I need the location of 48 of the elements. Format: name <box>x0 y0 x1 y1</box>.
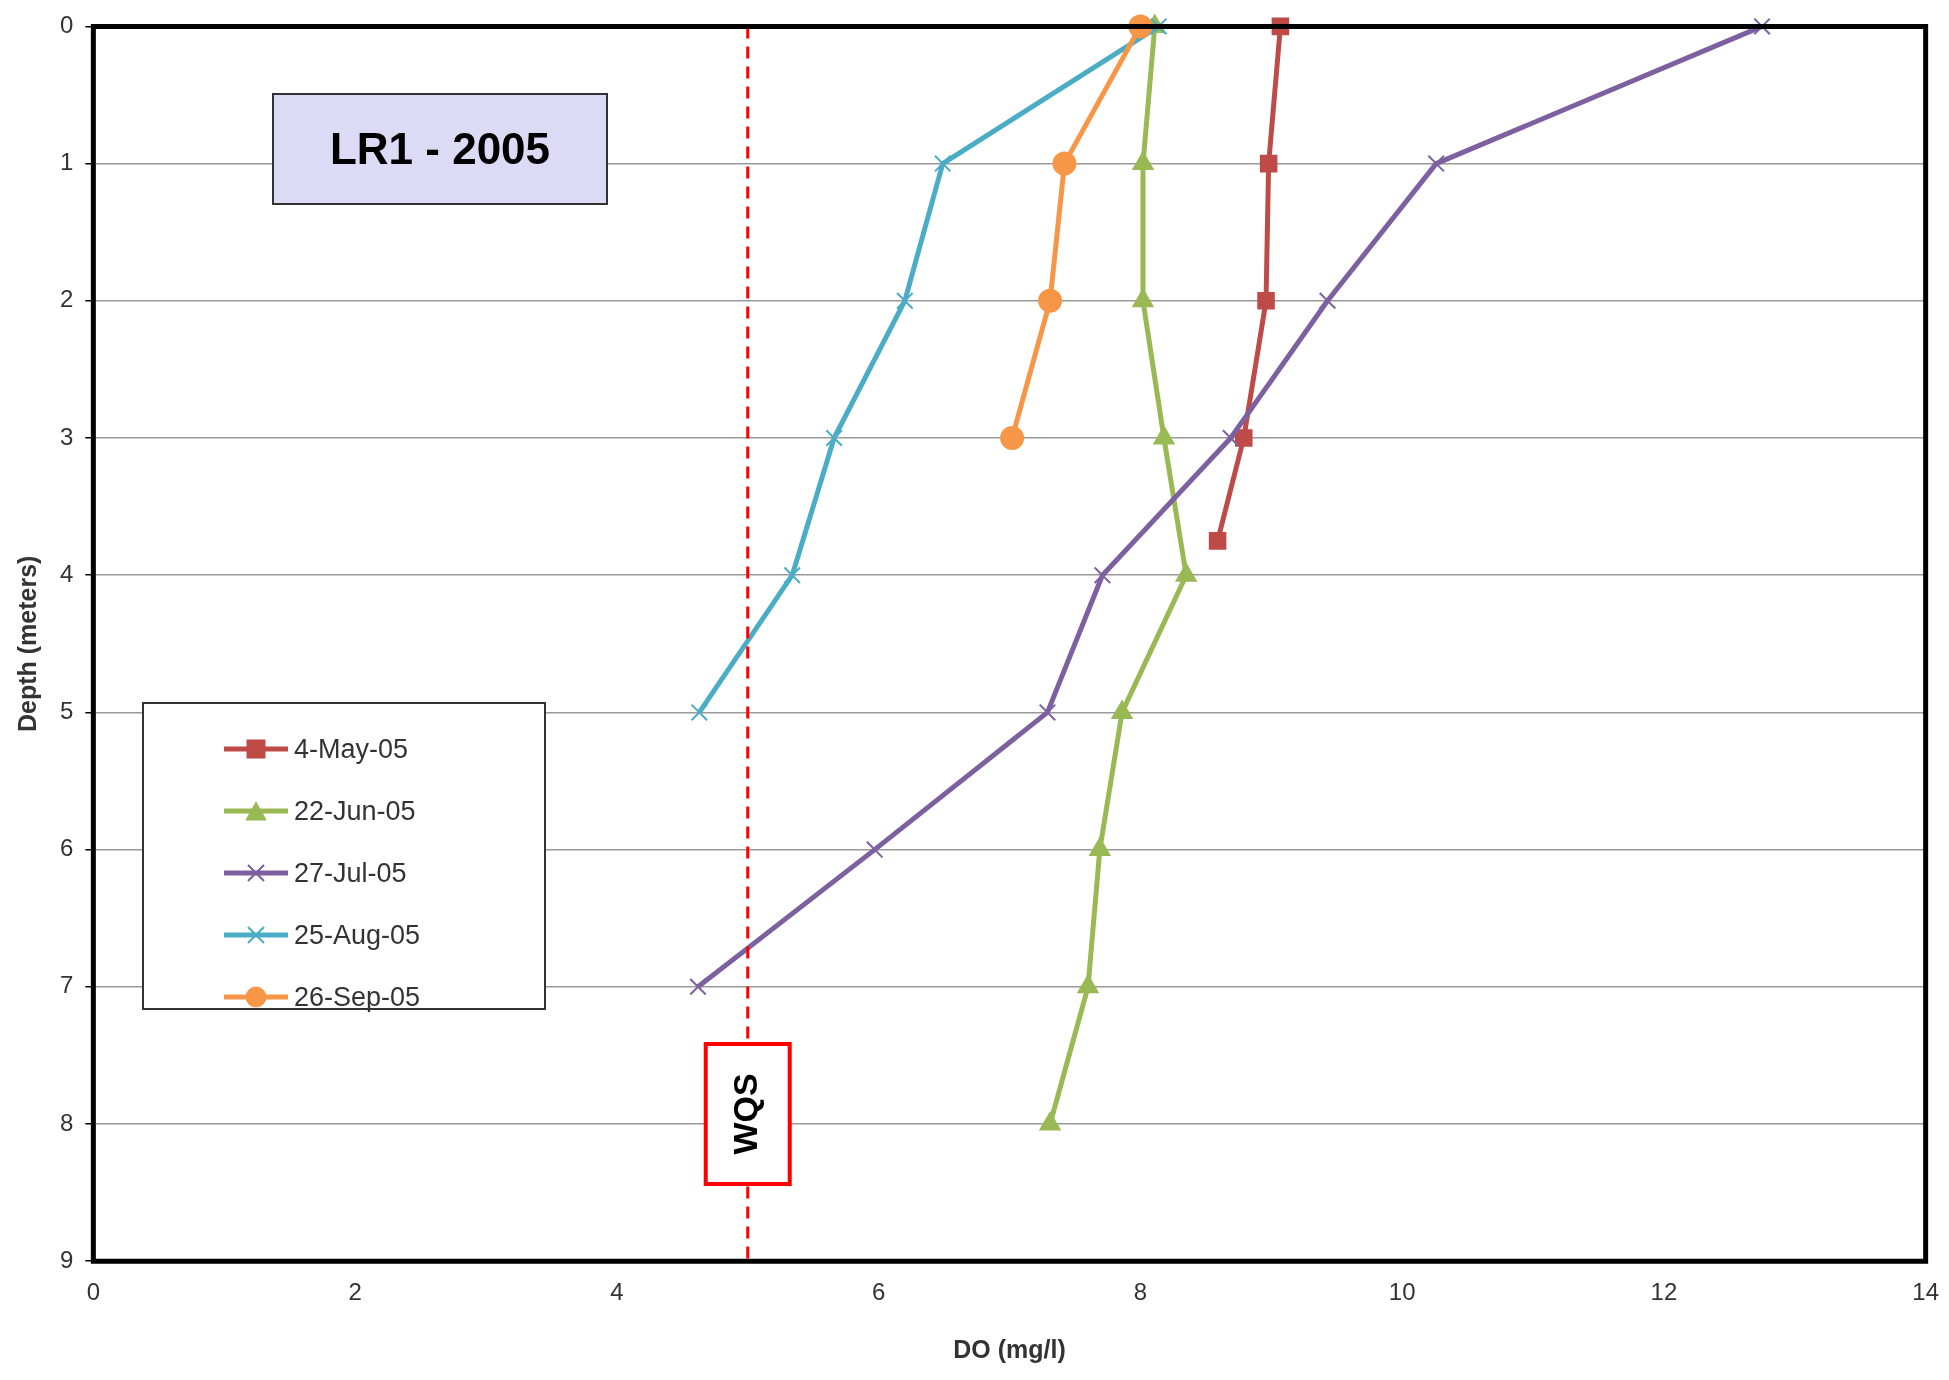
point <box>690 703 709 722</box>
point <box>689 978 707 996</box>
legend-label: 4-May-05 <box>294 733 409 765</box>
y-tick-label: 9 <box>59 1245 74 1273</box>
point <box>1427 154 1445 173</box>
x-axis-title: DO (mg/l) <box>953 1334 1066 1363</box>
x-tick-label: 8 <box>1133 1278 1148 1306</box>
point <box>1093 566 1112 584</box>
y-tick-label: 2 <box>59 285 74 313</box>
legend-label: 27-Jul-05 <box>294 857 407 889</box>
point <box>825 429 843 447</box>
point <box>1257 292 1275 310</box>
legend-label: 26-Sep-05 <box>294 981 421 1013</box>
x-tick-label: 6 <box>871 1278 886 1306</box>
x-tick-label: 0 <box>86 1278 101 1306</box>
point <box>1234 429 1253 447</box>
point <box>896 292 914 310</box>
y-axis-title: Depth (meters) <box>12 555 41 733</box>
point <box>1000 426 1025 450</box>
x-tick-label: 4 <box>610 1278 624 1306</box>
y-tick-label: 6 <box>59 834 74 862</box>
point <box>865 840 884 859</box>
point <box>1038 288 1063 313</box>
y-tick-label: 1 <box>59 148 74 176</box>
x-tick-label: 12 <box>1650 1278 1678 1306</box>
x-tick-label: 2 <box>348 1278 362 1306</box>
y-tick-label: 0 <box>59 11 74 39</box>
text: LR1 - 2005 <box>272 93 608 205</box>
y-tick-label: 7 <box>59 971 74 999</box>
point <box>1038 703 1057 722</box>
point <box>933 154 952 173</box>
point <box>783 566 802 584</box>
point <box>1753 17 1771 36</box>
point <box>1052 151 1077 176</box>
x-tick-label: 14 <box>1912 1278 1939 1306</box>
y-tick-label: 5 <box>59 697 74 725</box>
legend-label: 22-Jun-05 <box>294 795 416 827</box>
y-tick-label: 4 <box>59 559 74 587</box>
point <box>1318 292 1337 310</box>
ref-line-label: WQS <box>726 1073 765 1155</box>
x-tick-label: 10 <box>1388 1278 1416 1306</box>
point <box>1208 532 1227 550</box>
point <box>1149 17 1168 36</box>
y-tick-label: 3 <box>59 422 74 450</box>
legend-label: 25-Aug-05 <box>294 919 421 951</box>
point <box>1221 429 1240 447</box>
y-tick-label: 8 <box>59 1108 74 1136</box>
point <box>1259 154 1278 173</box>
